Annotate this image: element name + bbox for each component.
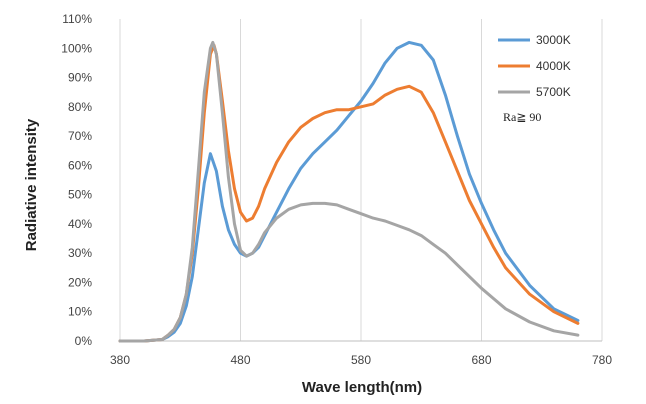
cri-annotation: Ra≧ 90 [503,110,541,124]
x-axis-title: Wave length(nm) [302,379,422,396]
grid [119,19,603,342]
x-tick-label: 480 [230,353,250,367]
y-axis-title: Radiative intensity [23,118,40,251]
x-tick-label: 780 [592,353,612,367]
y-tick-label: 80% [68,100,92,114]
legend-label-3000k: 3000K [536,33,571,47]
series-line-5700k [118,40,580,343]
y-tick-label: 40% [68,217,92,231]
y-tick-label: 50% [68,188,92,202]
legend-label-4000k: 4000K [536,59,571,73]
y-tick-label: 20% [68,275,92,289]
y-tick-label: 0% [75,334,93,348]
legend: 3000K 4000K 5700K Ra≧ 90 [498,33,571,124]
series-lines [118,40,580,343]
y-tick-label: 110% [62,12,92,26]
y-tick-label: 90% [68,71,92,85]
series-line-3000k [118,40,580,343]
y-tick-label: 70% [68,129,92,143]
x-tick-label: 580 [351,353,371,367]
y-tick-label: 60% [68,158,92,172]
x-tick-label: 680 [471,353,491,367]
y-tick-label: 10% [68,305,92,319]
legend-label-5700k: 5700K [536,85,571,99]
y-axis: 0% 10% 20% 30% 40% 50% 60% 70% 80% 90% 100% 110% [61,12,92,348]
x-axis: 380 480 580 680 780 [110,353,612,367]
y-tick-label: 30% [68,246,92,260]
x-tick-label: 380 [110,353,130,367]
y-tick-label: 100% [61,41,92,55]
